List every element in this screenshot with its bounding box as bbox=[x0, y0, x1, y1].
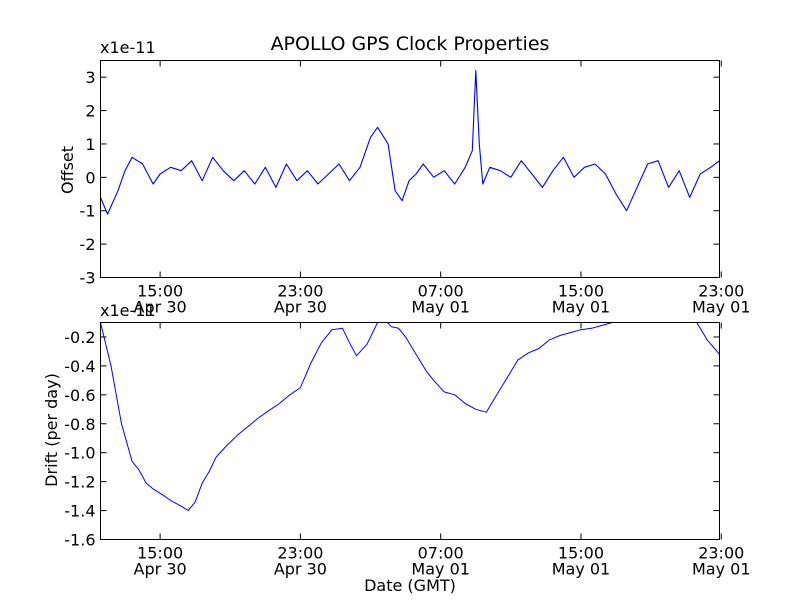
drift-axis-ticks: -1.6-1.4-1.2-1.0-0.8-0.6-0.4-0.215:00Apr… bbox=[64, 322, 751, 579]
drift-xtick-label-date: May 01 bbox=[411, 560, 470, 579]
drift-series-line bbox=[100, 322, 720, 512]
drift-ytick-label: -1.0 bbox=[64, 444, 95, 463]
offset-y-axis-label: Offset bbox=[58, 146, 77, 194]
offset-xtick-label-time: 23:00 bbox=[698, 282, 744, 301]
drift-ytick-label: -0.2 bbox=[64, 328, 95, 347]
offset-xtick-label-date: May 01 bbox=[552, 298, 611, 317]
drift-ytick-label: -1.4 bbox=[64, 502, 95, 521]
offset-ytick-label: -3 bbox=[80, 269, 96, 288]
offset-xtick-label-time: 07:00 bbox=[418, 282, 464, 301]
drift-xtick-label-time: 15:00 bbox=[137, 544, 183, 563]
offset-xtick-label-date: Apr 30 bbox=[274, 298, 327, 317]
drift-ytick-label: -0.4 bbox=[64, 357, 95, 376]
offset-xtick-label-date: Apr 30 bbox=[134, 298, 187, 317]
offset-ytick-label: 2 bbox=[85, 102, 95, 121]
drift-ytick-label: -0.8 bbox=[64, 415, 95, 434]
drift-series-group bbox=[100, 322, 720, 512]
drift-y-multiplier: x1e-11 bbox=[100, 301, 156, 320]
offset-series-line bbox=[100, 69, 720, 215]
drift-ytick-label: -1.6 bbox=[64, 531, 95, 550]
offset-series-group bbox=[100, 69, 720, 215]
offset-xtick-label-time: 15:00 bbox=[137, 282, 183, 301]
drift-xtick-label-time: 23:00 bbox=[698, 544, 744, 563]
drift-xtick-label-time: 15:00 bbox=[558, 544, 604, 563]
drift-xtick-label-date: Apr 30 bbox=[134, 560, 187, 579]
drift-y-axis-label: Drift (per day) bbox=[42, 373, 61, 487]
offset-ytick-label: 0 bbox=[85, 168, 95, 187]
drift-xtick-label-date: May 01 bbox=[552, 560, 611, 579]
drift-ytick-label: -1.2 bbox=[64, 473, 95, 492]
drift-x-axis-label: Date (GMT) bbox=[364, 576, 456, 595]
offset-plot-frame bbox=[100, 60, 720, 278]
drift-panel: x1e-11 Drift (per day) -1.6 -1.4 -1.2 -1.0 -… bbox=[42, 301, 751, 595]
drift-xtick-label-time: 07:00 bbox=[418, 544, 464, 563]
drift-xtick-label-time: 23:00 bbox=[277, 544, 323, 563]
offset-ytick-label: -1 bbox=[80, 202, 96, 221]
offset-xtick-label-time: 15:00 bbox=[558, 282, 604, 301]
drift-ytick-label: -0.6 bbox=[64, 386, 95, 405]
offset-ytick-label: -2 bbox=[80, 235, 96, 254]
offset-y-multiplier: x1e-11 bbox=[100, 38, 156, 57]
offset-ytick-label: 3 bbox=[85, 68, 95, 87]
offset-xtick-label-time: 23:00 bbox=[277, 282, 323, 301]
offset-xtick-label-date: May 01 bbox=[411, 298, 470, 317]
chart-title: APOLLO GPS Clock Properties bbox=[271, 33, 550, 55]
drift-plot-frame bbox=[100, 322, 720, 540]
drift-xtick-label-date: May 01 bbox=[692, 560, 751, 579]
offset-ytick-label: 1 bbox=[85, 135, 95, 154]
drift-xtick-label-date: Apr 30 bbox=[274, 560, 327, 579]
offset-xtick-label-date: May 01 bbox=[692, 298, 751, 317]
